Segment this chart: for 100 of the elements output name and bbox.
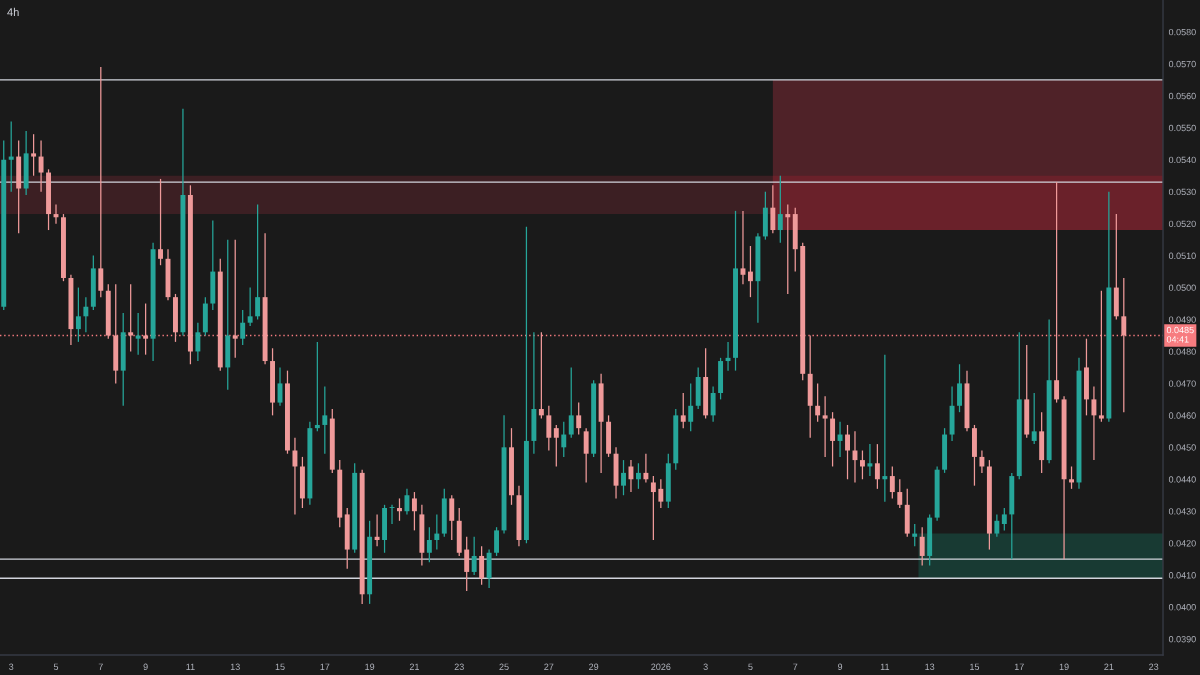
x-tick-label: 13 xyxy=(230,663,240,670)
y-tick-label: 0.0500 xyxy=(1168,284,1196,291)
candlestick xyxy=(38,139,44,193)
candlestick xyxy=(479,545,485,586)
candlestick xyxy=(785,203,791,295)
candlestick xyxy=(822,395,828,458)
candlestick xyxy=(546,405,552,452)
candlestick xyxy=(650,475,656,541)
candlestick xyxy=(994,513,1000,538)
candlestick xyxy=(740,210,746,285)
text: 4h xyxy=(7,7,19,16)
candlestick xyxy=(411,491,417,532)
candlestick xyxy=(553,424,559,468)
y-tick-label: 0.0430 xyxy=(1168,508,1196,515)
candlestick xyxy=(561,421,567,458)
candlestick xyxy=(889,465,895,500)
x-tick-label: 2026 xyxy=(651,663,671,670)
candlestick xyxy=(576,401,582,436)
candlestick xyxy=(464,536,470,592)
candlestick xyxy=(232,239,238,359)
candlestick xyxy=(83,296,89,333)
candlestick xyxy=(621,459,626,496)
ref-line-label: 0.0485 04:41 xyxy=(1166,326,1194,343)
candlestick xyxy=(404,488,410,516)
x-tick-label: 3 xyxy=(703,663,708,670)
candlestick xyxy=(919,526,925,567)
candlestick xyxy=(583,427,589,484)
candlestick xyxy=(1031,392,1037,445)
x-tick-label: 17 xyxy=(1014,663,1024,670)
candlestick xyxy=(680,392,686,429)
candlestick xyxy=(1098,290,1104,423)
candlestick xyxy=(815,382,821,423)
candlestick xyxy=(1091,385,1097,461)
y-tick-label: 0.0530 xyxy=(1168,188,1196,196)
candlestick xyxy=(770,184,776,234)
candlestick xyxy=(494,526,500,557)
candlestick xyxy=(568,366,574,439)
candlestick xyxy=(143,302,149,356)
x-tick-label: 7 xyxy=(98,663,103,670)
y-tick-label: 0.0420 xyxy=(1168,540,1196,547)
candlestick xyxy=(867,443,873,477)
x-tick-label: 23 xyxy=(1149,663,1159,670)
candlestick xyxy=(538,331,544,420)
y-tick-label: 0.0490 xyxy=(1168,316,1196,323)
x-tick-label: 5 xyxy=(748,663,753,670)
y-tick-label: 0.0550 xyxy=(1168,124,1196,132)
candlestick xyxy=(837,421,843,458)
candlestick xyxy=(710,385,716,423)
y-tick-label: 0.0480 xyxy=(1168,348,1196,355)
candlestick xyxy=(314,341,320,432)
y-tick-label: 0.0520 xyxy=(1168,220,1196,228)
candlestick xyxy=(195,322,201,362)
y-tick-label: 0.0450 xyxy=(1168,444,1196,451)
candlestick xyxy=(31,133,37,177)
candlestick xyxy=(8,120,14,193)
candlestick xyxy=(322,385,328,455)
candlestick xyxy=(75,286,81,343)
candlestick xyxy=(98,66,104,298)
x-tick-label: 23 xyxy=(454,663,464,670)
candlestick xyxy=(777,175,783,244)
candlestick xyxy=(725,341,731,372)
candlestick xyxy=(979,449,985,474)
candlestick xyxy=(247,286,253,327)
x-tick-label: 19 xyxy=(1059,663,1069,670)
x-tick-label: 13 xyxy=(925,663,935,670)
candlestick xyxy=(426,526,432,563)
y-tick-label: 0.0440 xyxy=(1168,476,1196,483)
candlestick xyxy=(397,497,402,522)
candlestick xyxy=(859,449,865,480)
candlestick xyxy=(957,363,962,413)
x-tick-label: 5 xyxy=(53,663,59,670)
y-tick-label: 0.0410 xyxy=(1168,572,1196,579)
candlestick xyxy=(255,203,261,321)
candlestick xyxy=(240,309,246,346)
candlestick xyxy=(158,178,164,266)
candlestick xyxy=(643,453,649,484)
candlestick xyxy=(374,513,380,547)
y-tick-label: 0.0400 xyxy=(1168,604,1196,611)
y-tick-label: 0.0470 xyxy=(1168,380,1196,387)
candlestick xyxy=(1121,277,1127,413)
x-tick-label: 11 xyxy=(186,663,195,670)
x-tick-label: 7 xyxy=(793,663,798,670)
candlestick xyxy=(1069,465,1074,490)
candlestick xyxy=(635,462,641,490)
x-tick-label: 9 xyxy=(837,663,843,670)
candlestick xyxy=(1054,181,1060,404)
candlestick xyxy=(830,411,836,468)
y-tick-label: 0.0540 xyxy=(1168,156,1196,164)
x-tick-label: 27 xyxy=(544,663,554,670)
candlestick xyxy=(874,443,880,490)
x-tick-label: 15 xyxy=(275,663,285,670)
candlestick xyxy=(747,245,753,298)
y-tick-label: 0.0580 xyxy=(1168,28,1196,36)
y-tick-label: 0.0460 xyxy=(1168,412,1196,419)
candlestick xyxy=(897,478,903,509)
x-tick-label: 21 xyxy=(409,663,419,670)
candlestick xyxy=(688,382,694,432)
x-tick-label: 21 xyxy=(1104,663,1114,670)
x-tick-label: 25 xyxy=(499,663,509,670)
x-tick-label: 17 xyxy=(320,663,330,670)
